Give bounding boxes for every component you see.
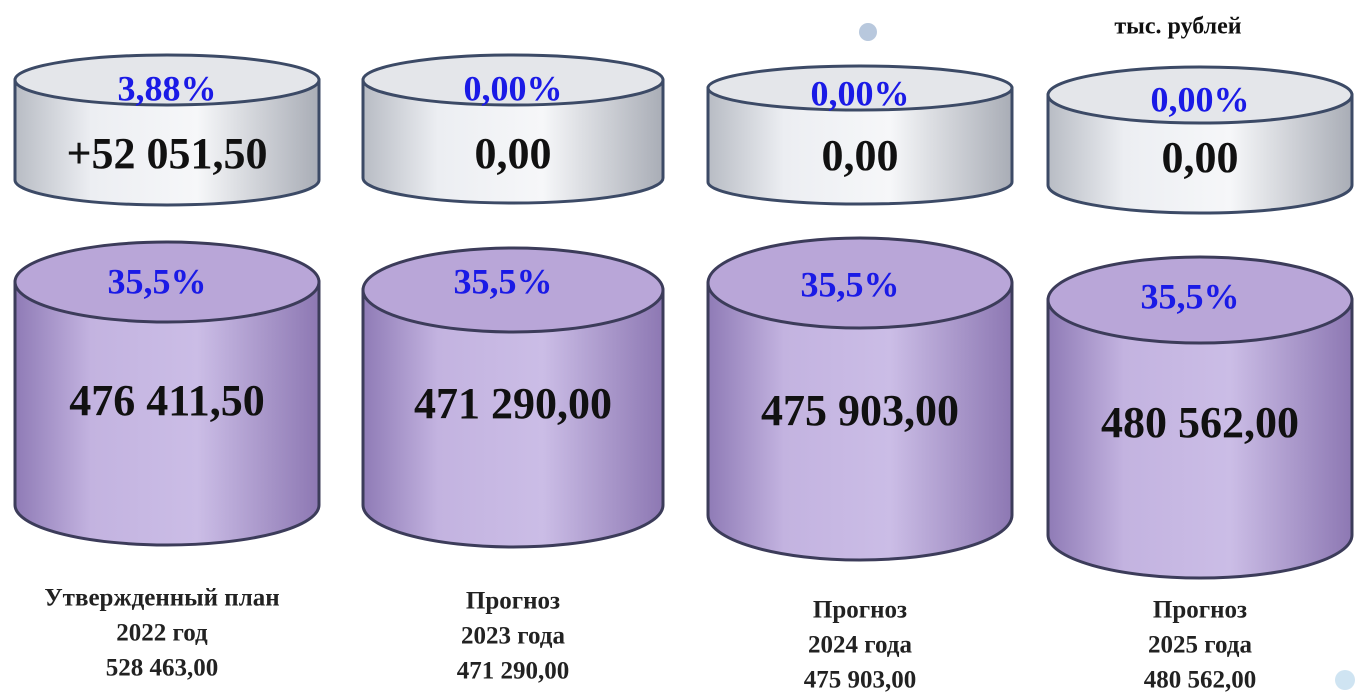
bottom-percent: 35,5%: [108, 261, 207, 301]
bottom-value: 480 562,00: [1101, 398, 1299, 447]
caption-line: 528 463,00: [106, 655, 219, 682]
caption-line: Прогноз: [813, 597, 907, 624]
bottom-value: 471 290,00: [414, 379, 612, 428]
top-percent: 0,00%: [811, 73, 910, 113]
caption-line: 2023 года: [461, 623, 565, 650]
bottom-value: 475 903,00: [761, 386, 959, 435]
page: {"unit": "тыс. рублей", "columns": [ {"t…: [0, 0, 1359, 697]
unit-label: тыс. рублей: [1114, 14, 1241, 40]
caption-line: 480 562,00: [1144, 667, 1257, 694]
columns: 3,88% +52 051,50 35,5% 476 411,50 Утвержденн…: [15, 55, 1352, 694]
bottom-value: 476 411,50: [69, 376, 265, 425]
top-percent: 0,00%: [464, 68, 563, 108]
decor-dot: [859, 23, 877, 41]
bottom-percent: 35,5%: [1141, 276, 1240, 316]
top-percent: 0,00%: [1151, 79, 1250, 119]
top-value: 0,00: [1162, 133, 1239, 182]
column: 0,00% 0,00 35,5% 471 290,00 Прогноз 2023 года…: [363, 55, 663, 685]
top-value: +52 051,50: [66, 129, 267, 178]
column: 0,00% 0,00 35,5% 475 903,00 Прогноз 2024 года…: [708, 66, 1012, 694]
top-value: 0,00: [475, 129, 552, 178]
decor-dot: [1335, 670, 1355, 690]
caption-line: 2022 год: [116, 620, 208, 647]
caption-line: 471 290,00: [457, 658, 570, 685]
caption-line: 2024 года: [808, 632, 912, 659]
caption-line: Прогноз: [466, 588, 560, 615]
bottom-percent: 35,5%: [801, 264, 900, 304]
bottom-percent: 35,5%: [454, 261, 553, 301]
top-percent: 3,88%: [118, 68, 217, 108]
caption-line: Прогноз: [1153, 597, 1247, 624]
caption-line: 2025 года: [1148, 632, 1252, 659]
top-value: 0,00: [822, 131, 899, 180]
column: 0,00% 0,00 35,5% 480 562,00 Прогноз 2025 года…: [1048, 67, 1352, 694]
infographic: тыс. рублей 3,88% +52 051,50 35,5% 476 411,…: [0, 0, 1359, 697]
caption-line: Утвержденный план: [44, 585, 279, 612]
column: 3,88% +52 051,50 35,5% 476 411,50 Утвержденн…: [15, 55, 319, 682]
caption-line: 475 903,00: [804, 667, 917, 694]
